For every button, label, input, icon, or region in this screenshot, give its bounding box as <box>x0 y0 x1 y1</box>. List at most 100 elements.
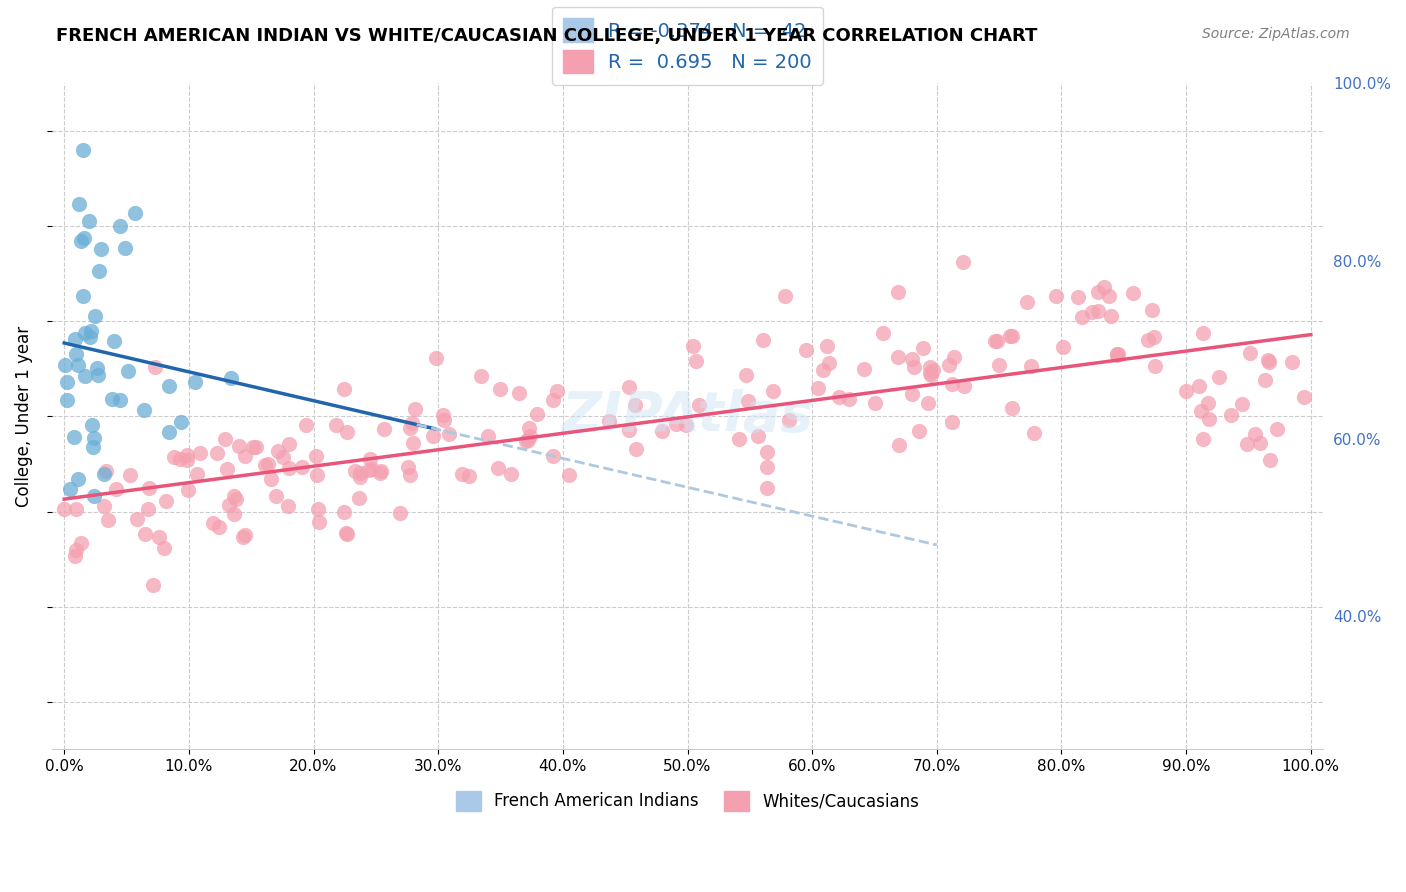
Point <box>82 441 104 455</box>
Point <box>1191 404 1213 418</box>
Point <box>96 464 118 478</box>
Point <box>73 231 96 245</box>
Point <box>75 326 97 340</box>
Point <box>101 392 124 406</box>
Point <box>157 425 180 440</box>
Point <box>233 449 256 463</box>
Point <box>401 416 423 430</box>
Point <box>399 421 422 435</box>
Point <box>307 468 329 483</box>
Point <box>651 425 673 439</box>
Point <box>986 334 1008 348</box>
Point <box>67 358 90 372</box>
Point <box>79 214 101 228</box>
Point <box>103 334 125 349</box>
Point <box>117 364 139 378</box>
Point <box>134 527 156 541</box>
Point <box>477 429 499 443</box>
Point <box>152 541 174 555</box>
Point <box>157 379 180 393</box>
Point <box>796 343 818 358</box>
Point <box>526 407 548 421</box>
Point <box>127 511 149 525</box>
Point <box>208 520 231 534</box>
Point <box>952 255 974 269</box>
Point <box>920 368 942 383</box>
Point <box>1099 309 1122 323</box>
Point <box>541 449 564 463</box>
Point <box>519 428 541 442</box>
Point <box>87 263 110 277</box>
Point <box>1191 432 1213 446</box>
Point <box>541 393 564 408</box>
Point <box>1092 280 1115 294</box>
Text: Source: ZipAtlas.com: Source: ZipAtlas.com <box>1202 27 1350 41</box>
Point <box>143 359 166 374</box>
Point <box>863 396 886 410</box>
Point <box>998 328 1021 343</box>
Point <box>1142 330 1164 344</box>
Point <box>190 446 212 460</box>
Point <box>163 450 186 464</box>
Point <box>838 392 860 406</box>
Point <box>1208 370 1230 384</box>
Point <box>619 424 641 438</box>
Point <box>921 362 943 376</box>
Point <box>747 428 769 442</box>
Point <box>984 334 1007 349</box>
Point <box>1019 359 1042 373</box>
Point <box>59 482 82 496</box>
Point <box>307 502 329 516</box>
Point <box>734 368 756 383</box>
Y-axis label: College, Under 1 year: College, Under 1 year <box>15 326 32 507</box>
Point <box>918 360 941 375</box>
Point <box>1191 326 1213 341</box>
Point <box>245 441 267 455</box>
Point <box>333 382 356 396</box>
Point <box>218 498 240 512</box>
Point <box>1258 355 1281 369</box>
Point <box>271 450 294 464</box>
Point <box>1000 328 1022 343</box>
Point <box>231 530 253 544</box>
Point <box>72 289 94 303</box>
Point <box>401 435 423 450</box>
Point <box>202 516 225 530</box>
Point <box>624 398 647 412</box>
Point <box>170 415 193 429</box>
Point <box>325 417 347 432</box>
Point <box>277 461 299 475</box>
Point <box>1087 304 1109 318</box>
Point <box>1071 310 1094 325</box>
Point <box>470 369 492 384</box>
Point <box>1045 289 1067 303</box>
Point <box>53 501 76 516</box>
Point <box>432 408 454 422</box>
Point <box>233 528 256 542</box>
Point <box>425 351 447 366</box>
Point <box>336 526 359 541</box>
Point <box>598 414 620 428</box>
Point <box>1232 397 1254 411</box>
Point <box>853 361 876 376</box>
Point <box>422 429 444 443</box>
Point <box>517 433 540 447</box>
Point <box>65 347 87 361</box>
Point <box>169 452 191 467</box>
Point <box>228 439 250 453</box>
Point <box>225 492 247 507</box>
Point <box>1022 425 1045 440</box>
Point <box>778 413 800 427</box>
Point <box>938 358 960 372</box>
Point <box>93 467 115 481</box>
Point <box>63 332 86 346</box>
Point <box>751 333 773 347</box>
Point <box>308 515 330 529</box>
Point <box>105 482 128 496</box>
Point <box>335 425 357 439</box>
Point <box>304 449 326 463</box>
Point <box>546 384 568 398</box>
Point <box>756 459 779 474</box>
Point <box>911 341 934 355</box>
Point <box>396 460 419 475</box>
